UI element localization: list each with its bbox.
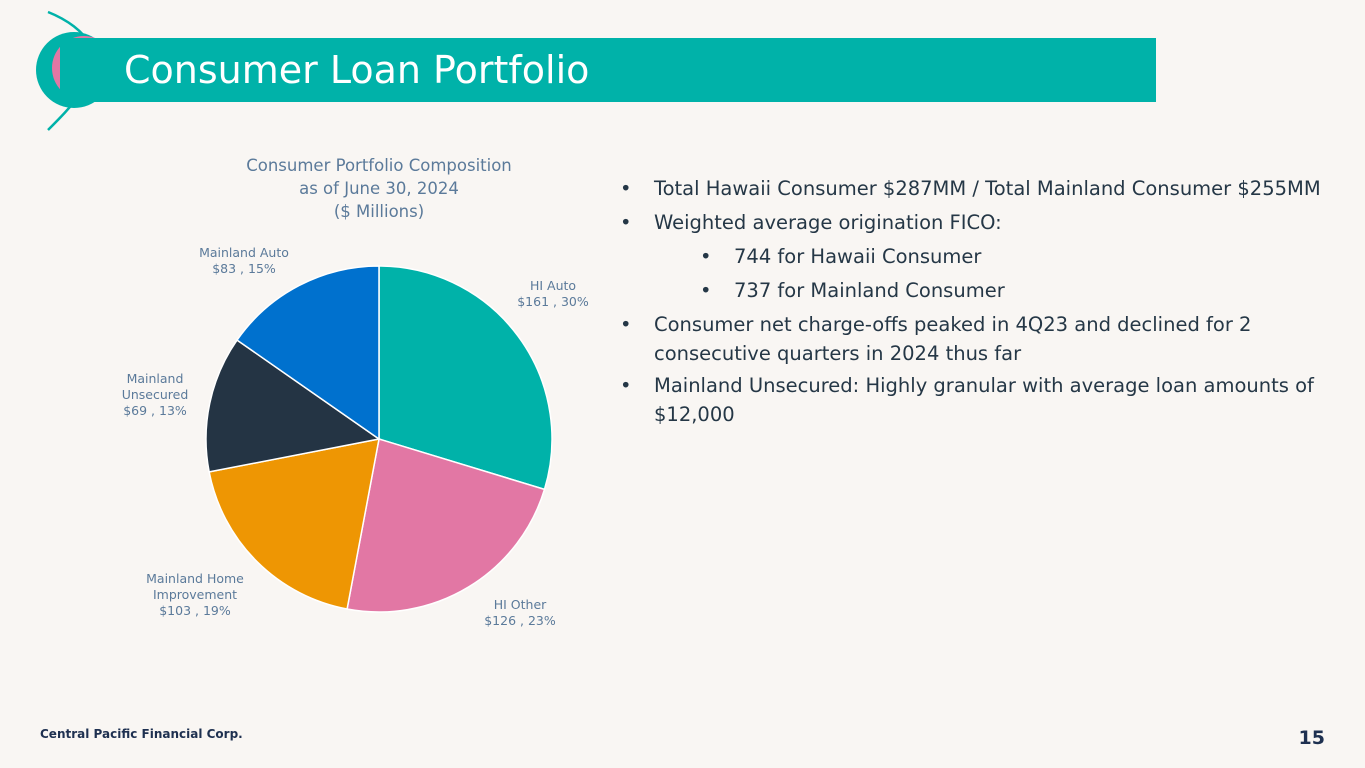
pie-data-label: $126 , 23% (484, 613, 556, 628)
chart-title-line: Consumer Portfolio Composition (246, 156, 512, 175)
bullet-marker: • (700, 245, 712, 268)
pie-data-label: $69 , 13% (123, 403, 187, 418)
bullet-text: Consumer net charge-offs peaked in 4Q23 … (654, 313, 1252, 365)
bullet-marker: • (620, 374, 632, 397)
pie-slice-mainland-home-improvement (208, 438, 380, 610)
bullet-text: Total Hawaii Consumer $287MM / Total Mai… (654, 177, 1321, 200)
bullet-text: Mainland Unsecured: Highly granular with… (654, 374, 1314, 426)
bullet-item: • Consumer net charge-offs peaked in 4Q2… (620, 310, 1340, 368)
pie-labels: HI Auto$161 , 30% HI Other$126 , 23% Mainl… (122, 245, 589, 628)
bullet-marker: • (620, 211, 632, 234)
bullet-text: 744 for Hawaii Consumer (734, 245, 982, 268)
pie-data-label: Improvement (153, 587, 237, 602)
pie-data-label: HI Auto (530, 278, 576, 293)
pie-chart: Consumer Portfolio Composition as of June… (122, 156, 589, 628)
chart-title-line: ($ Millions) (334, 202, 424, 221)
pie-data-label: Mainland (127, 371, 184, 386)
bullet-text: Weighted average origination FICO: (654, 211, 1002, 234)
pie-data-label: Unsecured (122, 387, 189, 402)
page-title: Consumer Loan Portfolio (124, 48, 590, 92)
bullet-marker: • (620, 177, 632, 200)
page-number: 15 (1298, 727, 1325, 749)
bullet-text: 737 for Mainland Consumer (734, 279, 1005, 302)
pie-slice-hi-auto (378, 265, 553, 491)
footer-company-name: Central Pacific Financial Corp. (40, 727, 243, 741)
sub-bullet-item: • 744 for Hawaii Consumer (700, 240, 1340, 274)
pie-slice-mainland-auto (236, 265, 380, 441)
pie-data-label: $161 , 30% (517, 294, 589, 309)
pie-slices (205, 265, 553, 613)
bullet-marker: • (700, 279, 712, 302)
sub-bullet-item: • 737 for Mainland Consumer (700, 274, 1340, 308)
pie-data-label: $103 , 19% (159, 603, 231, 618)
chart-title-line: as of June 30, 2024 (299, 179, 459, 198)
bullet-item: • Total Hawaii Consumer $287MM / Total M… (620, 172, 1340, 206)
bullet-item: • Mainland Unsecured: Highly granular wi… (620, 371, 1340, 429)
title-bar (60, 38, 1156, 102)
pie-slice-mainland-unsecured (205, 339, 381, 473)
pie-data-label: Mainland Home (146, 571, 244, 586)
pie-data-label: $83 , 15% (212, 261, 276, 276)
bullet-marker: • (620, 313, 632, 336)
bullet-list: • Total Hawaii Consumer $287MM / Total M… (620, 172, 1340, 432)
bullet-item: • Weighted average origination FICO: (620, 206, 1340, 240)
pie-data-label: HI Other (494, 597, 547, 612)
pie-data-label: Mainland Auto (199, 245, 289, 260)
chart-title: Consumer Portfolio Composition as of June… (246, 156, 512, 221)
pie-slice-hi-other (346, 438, 546, 613)
